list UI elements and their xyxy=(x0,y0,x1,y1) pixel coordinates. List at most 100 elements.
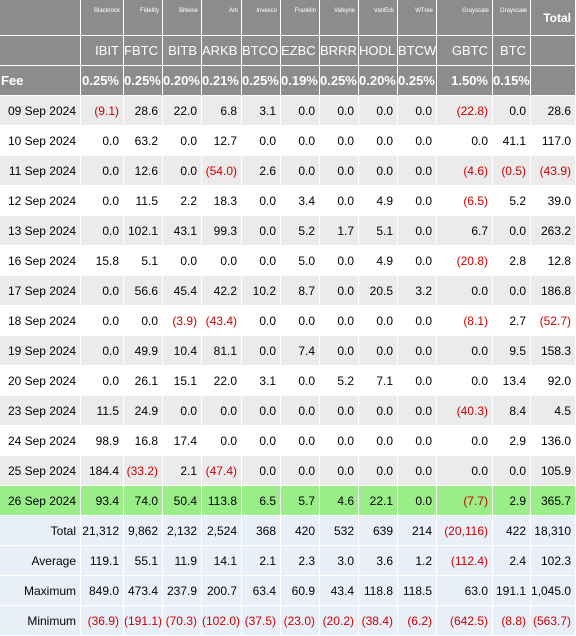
flow-value: 0.0 xyxy=(320,96,358,125)
row-total: 263.2 xyxy=(531,216,575,245)
fee-value: 0.20% xyxy=(359,66,397,95)
flow-value: 0.0 xyxy=(320,426,358,455)
flow-value: 3.1 xyxy=(242,366,280,395)
fee-value: 1.50% xyxy=(437,66,492,95)
flow-value: 0.0 xyxy=(437,426,492,455)
flow-value: 0.0 xyxy=(124,306,162,335)
flow-value: 16.8 xyxy=(124,426,162,455)
flow-value: 0.0 xyxy=(398,366,436,395)
summary-value: 1.2 xyxy=(398,546,436,575)
date-cell: 13 Sep 2024 xyxy=(0,216,80,245)
table-row: 12 Sep 2024 0.0 11.5 2.2 18.3 0.0 3.4 0.0 4.9 0.0… xyxy=(0,186,575,215)
summary-total: 1,045.0 xyxy=(531,576,575,605)
flow-value: 0.0 xyxy=(163,156,201,185)
flow-value: 0.0 xyxy=(81,336,123,365)
ticker: HODL xyxy=(359,36,397,65)
flow-value: 0.0 xyxy=(437,456,492,485)
date-cell: 19 Sep 2024 xyxy=(0,336,80,365)
flow-value: 0.0 xyxy=(281,96,319,125)
flow-value: 0.0 xyxy=(398,156,436,185)
flow-value: 5.2 xyxy=(281,216,319,245)
summary-value: (36.9) xyxy=(81,606,123,635)
flow-value: 0.0 xyxy=(202,396,241,425)
flow-value: 42.2 xyxy=(202,276,241,305)
flow-value: 5.1 xyxy=(124,246,162,275)
date-cell: 16 Sep 2024 xyxy=(0,246,80,275)
flow-value: 22.0 xyxy=(163,96,201,125)
summary-value: 849.0 xyxy=(81,576,123,605)
flow-value: 49.9 xyxy=(124,336,162,365)
date-cell: 25 Sep 2024 xyxy=(0,456,80,485)
summary-value: 63.0 xyxy=(437,576,492,605)
flow-value: 5.7 xyxy=(281,486,319,515)
flow-value: (22.8) xyxy=(437,96,492,125)
flow-value: 9.5 xyxy=(493,336,530,365)
summary-row: Minimum (36.9) (191.1) (70.3) (102.0) (37.5)(… xyxy=(0,606,575,635)
flow-value: 0.0 xyxy=(398,456,436,485)
ticker: GBTC xyxy=(437,36,492,65)
flow-value: 5.0 xyxy=(281,246,319,275)
table-row-highlighted: 26 Sep 2024 93.4 74.0 50.4 113.8 6.5 5.7 4.6 22.… xyxy=(0,486,575,515)
flow-value: 0.0 xyxy=(320,246,358,275)
flow-value: 0.0 xyxy=(398,96,436,125)
issuer-name: Fidelity xyxy=(124,0,162,35)
flow-value: 45.4 xyxy=(163,276,201,305)
flow-value: 0.0 xyxy=(320,156,358,185)
table-row: 13 Sep 2024 0.0 102.1 43.1 99.3 0.0 5.2 1.7 5.1 0… xyxy=(0,216,575,245)
flow-value: 113.8 xyxy=(202,486,241,515)
flow-value: 0.0 xyxy=(398,126,436,155)
summary-value: 237.9 xyxy=(163,576,201,605)
flow-value: 0.0 xyxy=(359,426,397,455)
flow-value: 0.0 xyxy=(493,216,530,245)
summary-label: Maximum xyxy=(0,576,80,605)
flow-value: 93.4 xyxy=(81,486,123,515)
flow-value: 0.0 xyxy=(493,456,530,485)
summary-label: Minimum xyxy=(0,606,80,635)
flow-value: 0.0 xyxy=(242,426,280,455)
ticker: BTCW xyxy=(398,36,436,65)
summary-value: (20,116) xyxy=(437,516,492,545)
flow-value: 0.0 xyxy=(81,156,123,185)
flow-value: 13.4 xyxy=(493,366,530,395)
flow-value: 0.0 xyxy=(81,306,123,335)
flow-value: 2.1 xyxy=(163,456,201,485)
flow-value: 0.0 xyxy=(398,426,436,455)
flow-value: 0.0 xyxy=(163,246,201,275)
flow-value: 12.7 xyxy=(202,126,241,155)
flow-value: 0.0 xyxy=(242,216,280,245)
flow-value: 0.0 xyxy=(437,126,492,155)
date-cell: 24 Sep 2024 xyxy=(0,426,80,455)
flow-value: 0.0 xyxy=(437,336,492,365)
ticker-corner xyxy=(0,36,80,65)
table-row: 17 Sep 2024 0.0 56.6 45.4 42.2 10.2 8.7 0.0 20.5… xyxy=(0,276,575,305)
table-row: 23 Sep 2024 11.5 24.9 0.0 0.0 0.0 0.0 0.0 0.0 0.0… xyxy=(0,396,575,425)
summary-label: Average xyxy=(0,546,80,575)
flow-value: 0.0 xyxy=(320,276,358,305)
flow-value: 0.0 xyxy=(281,396,319,425)
summary-value: 2.1 xyxy=(242,546,280,575)
summary-value: (102.0) xyxy=(202,606,241,635)
flow-value: 3.4 xyxy=(281,186,319,215)
flow-value: 0.0 xyxy=(281,306,319,335)
summary-value: (23.0) xyxy=(281,606,319,635)
row-total: 92.0 xyxy=(531,366,575,395)
flow-value: 0.0 xyxy=(242,246,280,275)
flow-value: 24.9 xyxy=(124,396,162,425)
summary-value: 200.7 xyxy=(202,576,241,605)
flow-value: 102.1 xyxy=(124,216,162,245)
date-cell: 17 Sep 2024 xyxy=(0,276,80,305)
table-row: 11 Sep 2024 0.0 12.6 0.0 (54.0) 2.6 0.0 0.0 0.0 0… xyxy=(0,156,575,185)
summary-total: 18,310 xyxy=(531,516,575,545)
fee-value: 0.15% xyxy=(493,66,530,95)
row-total: 28.6 xyxy=(531,96,575,125)
flow-value: 5.2 xyxy=(493,186,530,215)
flow-value: 0.0 xyxy=(163,396,201,425)
summary-value: (112.4) xyxy=(437,546,492,575)
flow-value: 8.4 xyxy=(493,396,530,425)
summary-value: 21,312 xyxy=(81,516,123,545)
date-cell: 18 Sep 2024 xyxy=(0,306,80,335)
date-cell: 26 Sep 2024 xyxy=(0,486,80,515)
flow-value: 15.8 xyxy=(81,246,123,275)
summary-value: (20.2) xyxy=(320,606,358,635)
date-cell: 11 Sep 2024 xyxy=(0,156,80,185)
